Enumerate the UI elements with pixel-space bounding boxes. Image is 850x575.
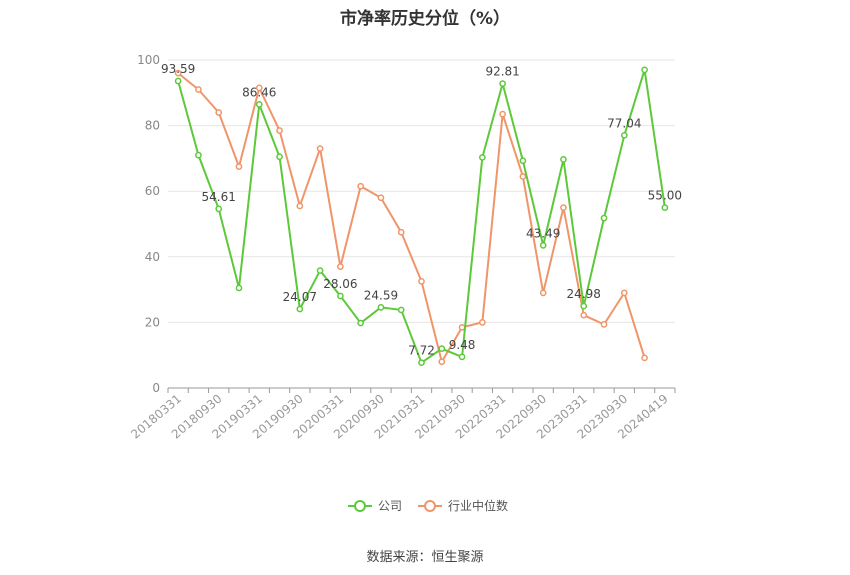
industry-median-point <box>357 182 365 190</box>
company-point <box>458 353 466 361</box>
y-tick-label: 20 <box>145 315 160 329</box>
data-label: 24.07 <box>283 290 317 304</box>
company-point <box>316 267 324 274</box>
data-label: 77.04 <box>607 116 641 130</box>
y-tick-label: 0 <box>152 381 160 395</box>
company-point <box>418 359 425 367</box>
industry-median-point <box>377 194 385 202</box>
company-point <box>499 80 506 87</box>
industry-median-point <box>235 163 243 170</box>
data-label: 54.61 <box>202 190 236 204</box>
data-label: 28.06 <box>323 277 357 291</box>
y-tick-label: 80 <box>145 119 160 133</box>
legend-industry-label: 行业中位数 <box>448 498 508 513</box>
company-point <box>519 157 527 165</box>
industry-median-point <box>215 109 223 116</box>
company-point <box>478 154 486 161</box>
company-point <box>641 66 648 74</box>
company-point <box>397 306 405 314</box>
industry-median-point <box>539 289 547 297</box>
industry-median-point <box>641 354 648 362</box>
company-point <box>377 303 385 311</box>
data-source: 数据来源：恒生聚源 <box>366 550 484 565</box>
industry-median-point <box>478 319 486 326</box>
industry-median-point <box>174 69 182 77</box>
company-point <box>174 77 182 85</box>
industry-median-point <box>418 278 425 285</box>
industry-median-point <box>296 202 304 210</box>
company-point <box>357 319 365 327</box>
industry-median-point <box>519 173 527 180</box>
company-point <box>438 345 446 352</box>
company-point <box>296 305 304 313</box>
industry-median-point <box>195 86 202 93</box>
industry-median-point <box>438 358 446 366</box>
company-point <box>195 151 202 159</box>
y-tick-label: 100 <box>137 53 160 67</box>
data-label: 86.46 <box>242 85 276 99</box>
industry-median-point <box>600 321 608 328</box>
data-label: 9.48 <box>449 338 476 352</box>
company-point <box>661 204 669 211</box>
data-label: 55.00 <box>648 189 682 203</box>
industry-median-point <box>255 84 263 92</box>
legend-company-marker <box>354 500 366 512</box>
data-label: 92.81 <box>485 65 519 79</box>
industry-median-series-line <box>177 72 646 363</box>
industry-median-point <box>276 127 283 134</box>
company-point <box>560 156 567 163</box>
company-point <box>600 214 608 222</box>
company-point <box>620 131 628 139</box>
data-label: 7.72 <box>408 344 435 358</box>
legend-company-label: 公司 <box>378 499 402 513</box>
chart-title: 市净率历史分位（%） <box>339 9 511 29</box>
data-label: 93.59 <box>161 62 195 76</box>
company-point <box>539 242 547 249</box>
company-point <box>235 284 243 292</box>
company-point <box>255 101 263 108</box>
company-point <box>215 205 223 213</box>
y-tick-label: 40 <box>145 250 160 264</box>
industry-median-point <box>337 263 344 270</box>
industry-median-point <box>560 204 567 211</box>
company-point <box>337 292 344 300</box>
industry-median-point <box>620 289 628 297</box>
data-label: 24.59 <box>364 288 398 302</box>
data-label: 24.98 <box>567 287 601 301</box>
y-tick-label: 60 <box>145 184 160 198</box>
industry-median-point <box>580 311 588 319</box>
industry-median-point <box>397 228 405 236</box>
industry-median-point <box>499 110 506 118</box>
data-label: 43.49 <box>526 226 560 240</box>
industry-median-point <box>316 145 324 152</box>
company-point <box>276 153 283 161</box>
legend-industry-marker <box>424 500 436 512</box>
company-point <box>580 302 588 310</box>
